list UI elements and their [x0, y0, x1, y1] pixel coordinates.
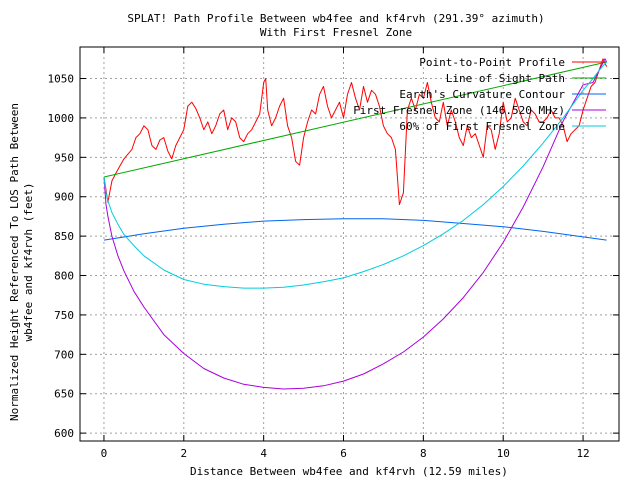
series-line-line-of-sight-path [103, 61, 607, 178]
x-tick-label: 10 [497, 447, 510, 460]
series-line-60-of-first-fresnel-zone [103, 61, 607, 289]
series-line-earth-s-curvature-contour [103, 218, 607, 241]
x-axis-label: Distance Between wb4fee and kf4rvh (12.5… [190, 465, 508, 478]
y-axis-label-line-1: Normalized Height Referenced To LOS Path… [8, 103, 21, 421]
y-tick-label: 1050 [48, 73, 75, 86]
y-tick-label: 700 [54, 348, 74, 361]
plot-frame [79, 46, 620, 442]
y-tick-label: 650 [54, 388, 74, 401]
y-tick-label: 900 [54, 191, 74, 204]
y-tick-label: 950 [54, 151, 74, 164]
legend-label: 60% of First Fresnel Zone [399, 120, 565, 133]
series-line-point-to-point-profile [103, 58, 608, 206]
x-tick-label: 4 [260, 447, 267, 460]
y-tick-label: 800 [54, 270, 74, 283]
y-tick-label: 750 [54, 309, 74, 322]
y-tick-label: 850 [54, 230, 74, 243]
ticks: 0 2 4 6 8 10 12 600 650 700 750 800 850 900 950 1000 105… [48, 47, 619, 460]
grid [80, 47, 619, 441]
x-tick-label: 0 [101, 447, 108, 460]
y-tick-label: 600 [54, 427, 74, 440]
chart-subtitle: With First Fresnel Zone [260, 26, 412, 39]
y-tick-label: 1000 [48, 112, 75, 125]
series-group [103, 58, 608, 390]
legend-label: Line of Sight Path [446, 72, 565, 85]
legend-label: First Fresnel Zone (146.520 MHz) [353, 104, 565, 117]
y-axis-label-line-2: wb4fee and kf4rvh (feet) [22, 183, 35, 342]
x-tick-label: 12 [576, 447, 589, 460]
x-tick-label: 8 [420, 447, 427, 460]
x-tick-label: 2 [180, 447, 187, 460]
legend-label: Point-to-Point Profile [419, 56, 565, 69]
legend: Point-to-Point Profile Line of Sight Path… [353, 56, 606, 133]
chart-title: SPLAT! Path Profile Between wb4fee and k… [127, 12, 544, 25]
legend-label: Earth's Curvature Contour [399, 88, 565, 101]
x-tick-label: 6 [340, 447, 347, 460]
